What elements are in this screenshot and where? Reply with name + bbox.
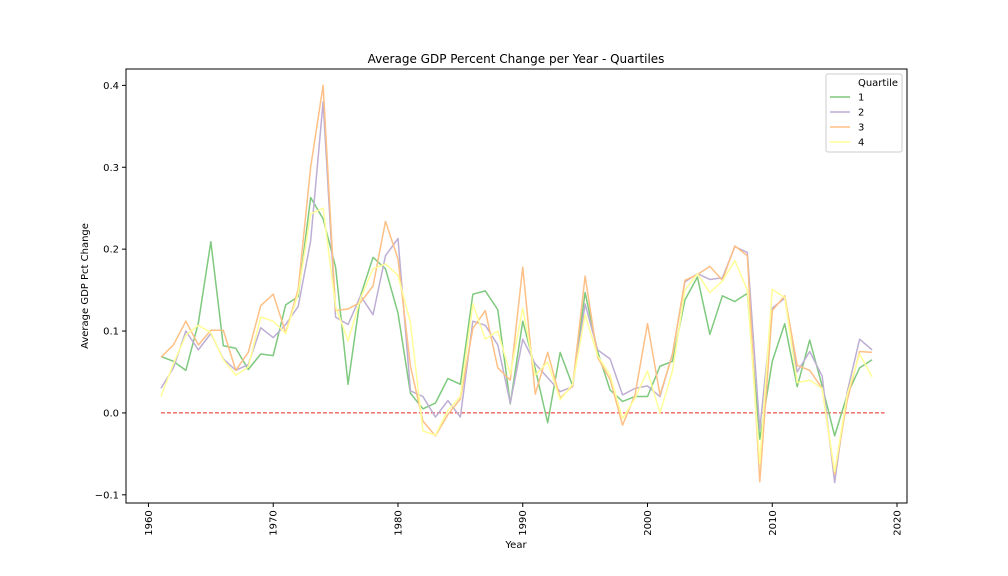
legend-label-quartile-2: 2 bbox=[858, 108, 864, 119]
series-line-quartile-2 bbox=[160, 101, 873, 484]
x-tick-label: 1980 bbox=[393, 510, 404, 535]
y-tick-label: 0.3 bbox=[103, 163, 119, 174]
y-tick-label: 0.2 bbox=[103, 245, 119, 256]
series-line-quartile-4 bbox=[160, 207, 873, 473]
y-tick-label: 0.0 bbox=[103, 408, 119, 419]
chart-title: Average GDP Percent Change per Year - Qu… bbox=[368, 52, 665, 66]
x-tick-label: 1990 bbox=[518, 510, 529, 535]
legend-title: Quartile bbox=[858, 78, 898, 89]
y-axis-label: Average GDP Pct Change bbox=[80, 223, 91, 349]
x-tick-label: 2000 bbox=[643, 510, 654, 535]
legend-box bbox=[825, 73, 903, 153]
y-tick-label: 0.1 bbox=[103, 327, 119, 338]
x-tick-label: 2010 bbox=[768, 510, 779, 535]
legend: Quartile 1 2 3 4 bbox=[825, 73, 903, 153]
legend-label-quartile-1: 1 bbox=[858, 93, 864, 104]
x-tick-label: 1970 bbox=[269, 510, 280, 535]
x-axis-label: Year bbox=[504, 540, 527, 551]
plot-area bbox=[125, 68, 908, 504]
legend-label-quartile-4: 4 bbox=[858, 138, 864, 149]
legend-label-quartile-3: 3 bbox=[858, 123, 864, 134]
y-tick-label: −0.1 bbox=[95, 490, 119, 501]
y-tick-label: 0.4 bbox=[103, 81, 119, 92]
x-tick-label: 1960 bbox=[144, 510, 155, 535]
x-tick-label: 2020 bbox=[893, 510, 904, 535]
